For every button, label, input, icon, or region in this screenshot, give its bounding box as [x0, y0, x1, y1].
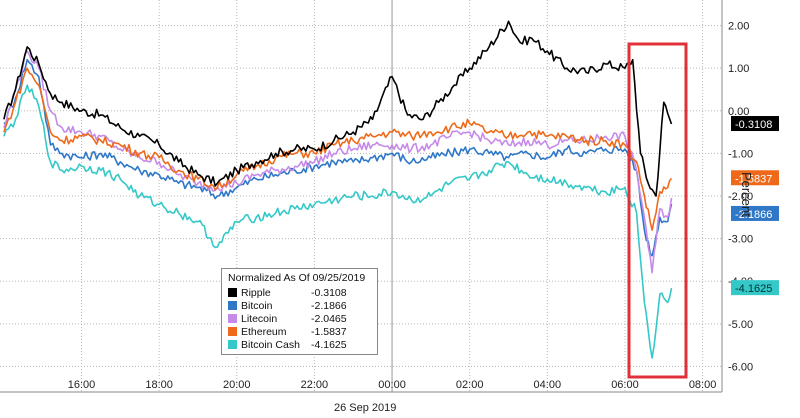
legend-swatch	[228, 340, 237, 349]
x-tick-labels: 16:00 18:00 20:00 22:00 00:00 02:00 04:00 06:00…	[68, 379, 717, 391]
x-tick-label: 02:00	[456, 379, 484, 391]
value-tag-text: -2.1866	[735, 209, 772, 221]
legend-swatch	[228, 301, 237, 310]
legend-rows: Ripple -0.3108 Bitcoin -2.1866 Litecoin -2.04…	[222, 286, 377, 351]
legend-item: Ripple -0.3108	[222, 286, 377, 299]
x-tick-label: 04:00	[534, 379, 562, 391]
value-tag-text: -4.1625	[735, 283, 772, 295]
value-tag-text: -1.5837	[735, 173, 772, 185]
value-tag-bg	[731, 116, 779, 132]
legend-series-name: Bitcoin	[241, 299, 273, 312]
legend-title: Normalized As Of 09/25/2019	[228, 272, 366, 284]
x-tick-label: 16:00	[68, 379, 96, 391]
legend-swatch	[228, 314, 237, 323]
legend-item: Ethereum -1.5837	[222, 325, 377, 338]
legend-series-name: Ripple	[241, 286, 271, 299]
series-line-bitcoin-cash	[3, 84, 673, 359]
series-line-ethereum	[3, 67, 673, 231]
x-tick-label: 18:00	[145, 379, 173, 391]
series-layer	[3, 20, 673, 359]
series-line-bitcoin	[3, 58, 673, 257]
legend-item: Litecoin -2.0465	[222, 312, 377, 325]
y-tick-label: -5.00	[728, 319, 753, 331]
legend-item: Bitcoin -2.1866	[222, 299, 377, 312]
legend-series-name: Bitcoin Cash	[241, 338, 300, 351]
legend-series-name: Litecoin	[241, 312, 278, 325]
x-tick-label: 08:00	[689, 379, 717, 391]
legend-series-value: -0.3108	[311, 286, 347, 299]
legend-item: Bitcoin Cash -4.1625	[222, 338, 377, 351]
series-line-ripple	[3, 20, 673, 197]
legend-series-value: -2.0465	[311, 312, 347, 325]
series-line-litecoin	[3, 50, 673, 274]
legend: Normalized As Of 09/25/2019 Ripple -0.310…	[221, 268, 378, 355]
y-tick-label: 0.00	[728, 106, 749, 118]
value-tag-bg	[731, 205, 779, 221]
legend-swatch	[228, 288, 237, 297]
legend-swatch	[228, 327, 237, 336]
value-tag-bg	[731, 280, 779, 296]
y-tick-labels: 2.001.000.00-1.00-2.00-3.00-4.00-5.00-6.…	[728, 21, 753, 374]
y-tick-label: -6.00	[728, 361, 753, 373]
value-tag-bg	[731, 170, 779, 186]
y-tick-label: -1.00	[728, 148, 753, 160]
x-tick-label: 06:00	[611, 379, 639, 391]
legend-series-value: -4.1625	[311, 338, 347, 351]
legend-series-name: Ethereum	[241, 325, 287, 338]
y-axis-title: Percent	[739, 172, 754, 217]
y-tick-label: -3.00	[728, 234, 753, 246]
y-tick-label: -2.00	[728, 191, 753, 203]
legend-series-value: -2.1866	[311, 299, 347, 312]
x-tick-label: 22:00	[301, 379, 329, 391]
y-tick-label: 1.00	[728, 63, 749, 75]
legend-series-value: -1.5837	[311, 325, 347, 338]
x-axis-date-label: 26 Sep 2019	[334, 402, 397, 414]
series-value-tags: -2.1866 -1.5837 -0.3108 -4.1625	[731, 116, 779, 296]
y-tick-label: 2.00	[728, 21, 749, 33]
x-tick-label: 00:00	[378, 379, 406, 391]
value-tag-text: -0.3108	[735, 119, 772, 131]
x-tick-label: 20:00	[223, 379, 251, 391]
highlight-box	[627, 42, 688, 379]
